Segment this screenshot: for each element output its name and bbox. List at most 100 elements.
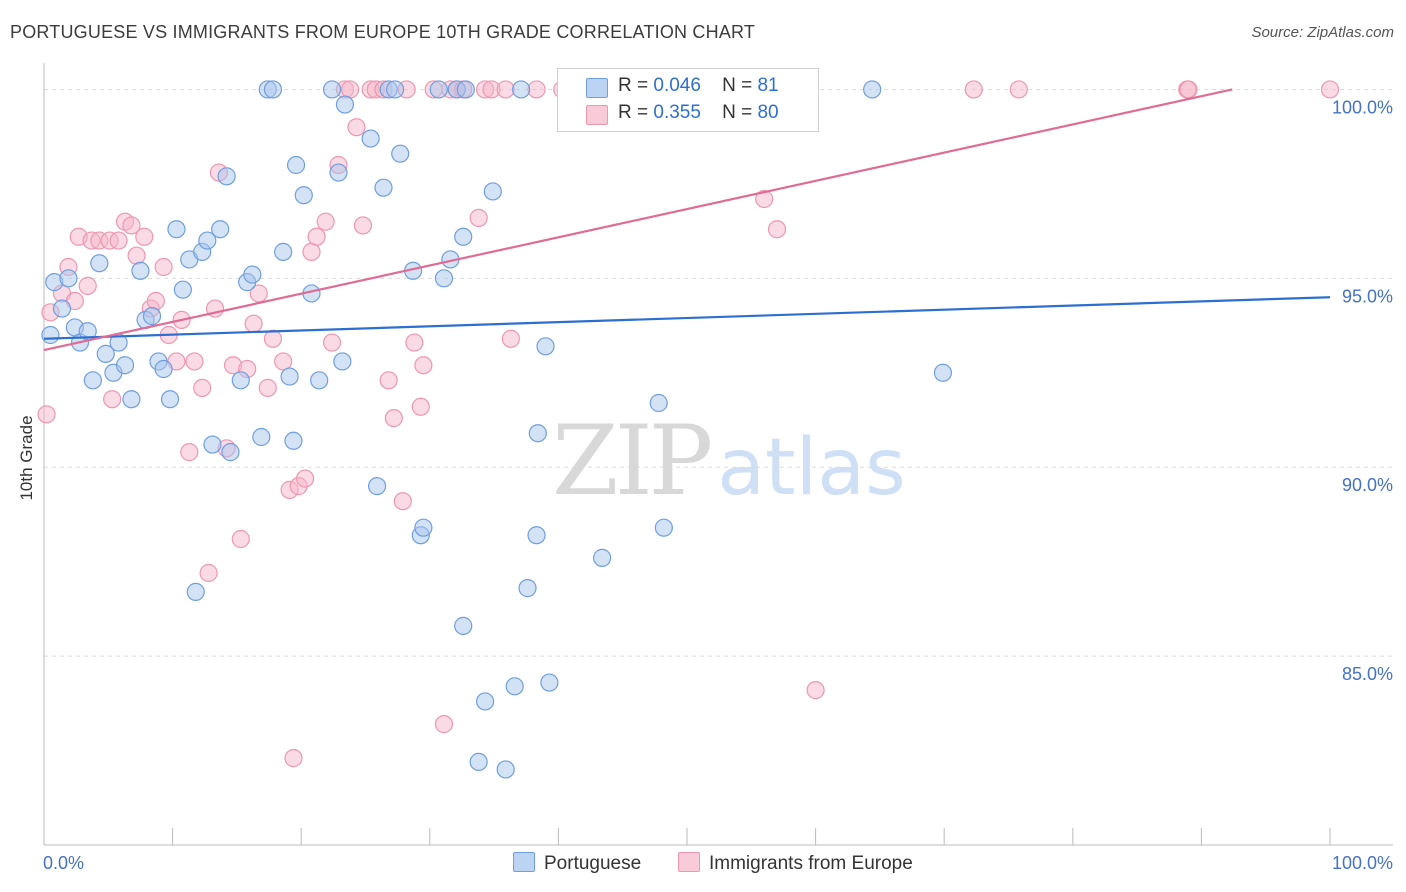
watermark-atlas: atlas bbox=[717, 423, 906, 513]
point-portuguese bbox=[505, 677, 524, 696]
point-portuguese bbox=[454, 616, 473, 635]
point-immigrants bbox=[384, 409, 403, 428]
y-tick-label: 100.0% bbox=[1332, 97, 1393, 117]
point-immigrants bbox=[244, 314, 263, 333]
point-portuguese bbox=[863, 80, 882, 99]
point-portuguese bbox=[243, 265, 262, 284]
legend-r-label: R = bbox=[618, 102, 649, 123]
point-portuguese bbox=[294, 186, 313, 205]
point-portuguese bbox=[454, 227, 473, 246]
point-portuguese bbox=[434, 269, 454, 288]
point-portuguese bbox=[322, 80, 342, 99]
point-immigrants bbox=[340, 80, 360, 99]
point-portuguese bbox=[654, 518, 673, 537]
point-portuguese bbox=[367, 477, 387, 496]
legend-r-value-portuguese: 0.046 bbox=[653, 75, 701, 96]
point-portuguese bbox=[391, 144, 410, 163]
point-immigrants bbox=[353, 216, 373, 235]
point-immigrants bbox=[231, 529, 250, 549]
point-portuguese bbox=[274, 242, 293, 261]
point-immigrants bbox=[37, 405, 56, 424]
bottom-legend-portuguese: Portuguese bbox=[513, 852, 641, 875]
y-tick-label: 90.0% bbox=[1342, 475, 1393, 495]
bottom-legend-label-portuguese: Portuguese bbox=[544, 853, 642, 874]
point-immigrants bbox=[806, 681, 825, 700]
point-portuguese bbox=[280, 367, 299, 386]
point-immigrants bbox=[135, 227, 154, 246]
point-portuguese bbox=[512, 80, 531, 99]
point-portuguese bbox=[527, 526, 546, 545]
point-immigrants bbox=[193, 378, 212, 397]
point-immigrants bbox=[274, 352, 293, 371]
point-portuguese bbox=[385, 80, 405, 99]
point-immigrants bbox=[405, 333, 424, 352]
point-portuguese bbox=[528, 424, 547, 443]
point-immigrants bbox=[501, 329, 520, 348]
legend-n-label: N = bbox=[722, 75, 753, 96]
point-immigrants bbox=[302, 242, 321, 261]
point-immigrants bbox=[496, 80, 515, 99]
point-immigrants bbox=[414, 356, 433, 375]
point-immigrants bbox=[307, 227, 326, 246]
point-portuguese bbox=[540, 673, 559, 692]
point-portuguese bbox=[142, 307, 162, 326]
point-immigrants bbox=[258, 378, 277, 397]
point-immigrants bbox=[103, 390, 122, 409]
point-immigrants bbox=[154, 257, 173, 277]
trend-line-immigrants bbox=[43, 88, 1233, 352]
point-immigrants bbox=[1009, 80, 1028, 99]
point-immigrants bbox=[322, 333, 342, 352]
legend-r-value-immigrants: 0.355 bbox=[653, 102, 701, 123]
point-portuguese bbox=[649, 393, 668, 413]
watermark-zip: ZIP bbox=[552, 405, 713, 517]
point-portuguese bbox=[374, 178, 393, 197]
point-immigrants bbox=[78, 276, 97, 295]
point-portuguese bbox=[593, 548, 612, 567]
point-portuguese bbox=[263, 80, 283, 99]
y-tick-label: 95.0% bbox=[1342, 286, 1393, 306]
point-portuguese bbox=[160, 390, 180, 409]
point-portuguese bbox=[217, 167, 236, 186]
point-portuguese bbox=[198, 231, 217, 250]
point-immigrants bbox=[127, 246, 146, 265]
point-portuguese bbox=[475, 692, 495, 711]
point-immigrants bbox=[109, 231, 128, 250]
y-tick-labels: 85.0% 90.0% 95.0% 100.0% bbox=[1332, 97, 1393, 684]
legend-swatch-blue bbox=[586, 78, 608, 98]
point-immigrants bbox=[1320, 80, 1340, 99]
point-immigrants bbox=[347, 118, 366, 137]
point-portuguese bbox=[483, 182, 502, 201]
point-immigrants bbox=[295, 469, 315, 488]
point-portuguese bbox=[96, 344, 115, 363]
chart-title: PORTUGUESE VS IMMIGRANTS FROM EUROPE 10T… bbox=[10, 22, 756, 42]
point-immigrants bbox=[180, 443, 199, 462]
bottom-legend-swatch-blue bbox=[513, 852, 535, 872]
point-immigrants bbox=[146, 291, 165, 311]
point-immigrants bbox=[199, 563, 218, 583]
point-immigrants bbox=[379, 371, 398, 390]
point-portuguese bbox=[231, 371, 250, 390]
source-note: Source: ZipAtlas.com bbox=[1251, 24, 1394, 41]
legend-n-value-portuguese: 81 bbox=[757, 75, 779, 96]
point-immigrants bbox=[263, 329, 283, 348]
point-portuguese bbox=[333, 352, 352, 371]
point-immigrants bbox=[122, 216, 141, 235]
y-tick-label: 85.0% bbox=[1342, 664, 1393, 684]
point-portuguese bbox=[496, 760, 515, 779]
bottom-legend-swatch-pink bbox=[678, 852, 700, 872]
point-immigrants bbox=[755, 189, 774, 209]
point-portuguese bbox=[329, 163, 348, 182]
point-portuguese bbox=[284, 431, 303, 450]
point-portuguese bbox=[41, 325, 60, 345]
point-portuguese bbox=[469, 752, 488, 771]
point-immigrants bbox=[1179, 80, 1198, 99]
x-tick-label-max: 100.0% bbox=[1332, 853, 1393, 873]
point-portuguese bbox=[122, 390, 141, 409]
point-portuguese bbox=[83, 371, 102, 390]
point-portuguese bbox=[518, 579, 537, 598]
point-immigrants bbox=[767, 220, 787, 239]
point-portuguese bbox=[414, 518, 433, 537]
stats-legend: R = 0.046 N = 81 R = 0.355 N = 80 bbox=[557, 68, 819, 132]
trend-line-group bbox=[43, 88, 1331, 352]
watermark: ZIP atlas bbox=[552, 405, 906, 517]
